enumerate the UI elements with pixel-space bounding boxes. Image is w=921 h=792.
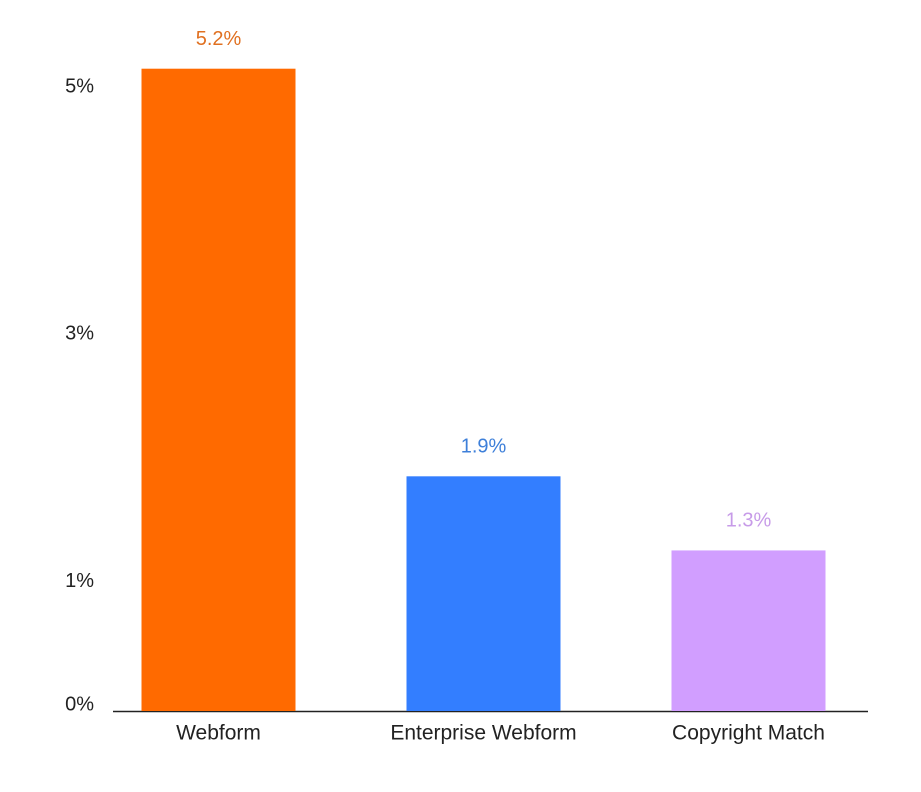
x-tick-label: Copyright Match [672,722,825,745]
y-tick-label: 1% [65,570,94,592]
x-tick-label: Enterprise Webform [390,722,576,745]
bar [406,476,561,711]
bar [671,550,826,711]
value-label: 5.2% [196,28,242,50]
value-label: 1.9% [461,436,507,458]
bar [141,68,296,711]
x-tick-label: Webform [176,722,261,745]
y-tick-label: 3% [65,323,94,345]
value-label: 1.3% [726,510,772,532]
y-tick-label: 5% [65,76,94,98]
y-tick-label: 0% [65,693,94,715]
